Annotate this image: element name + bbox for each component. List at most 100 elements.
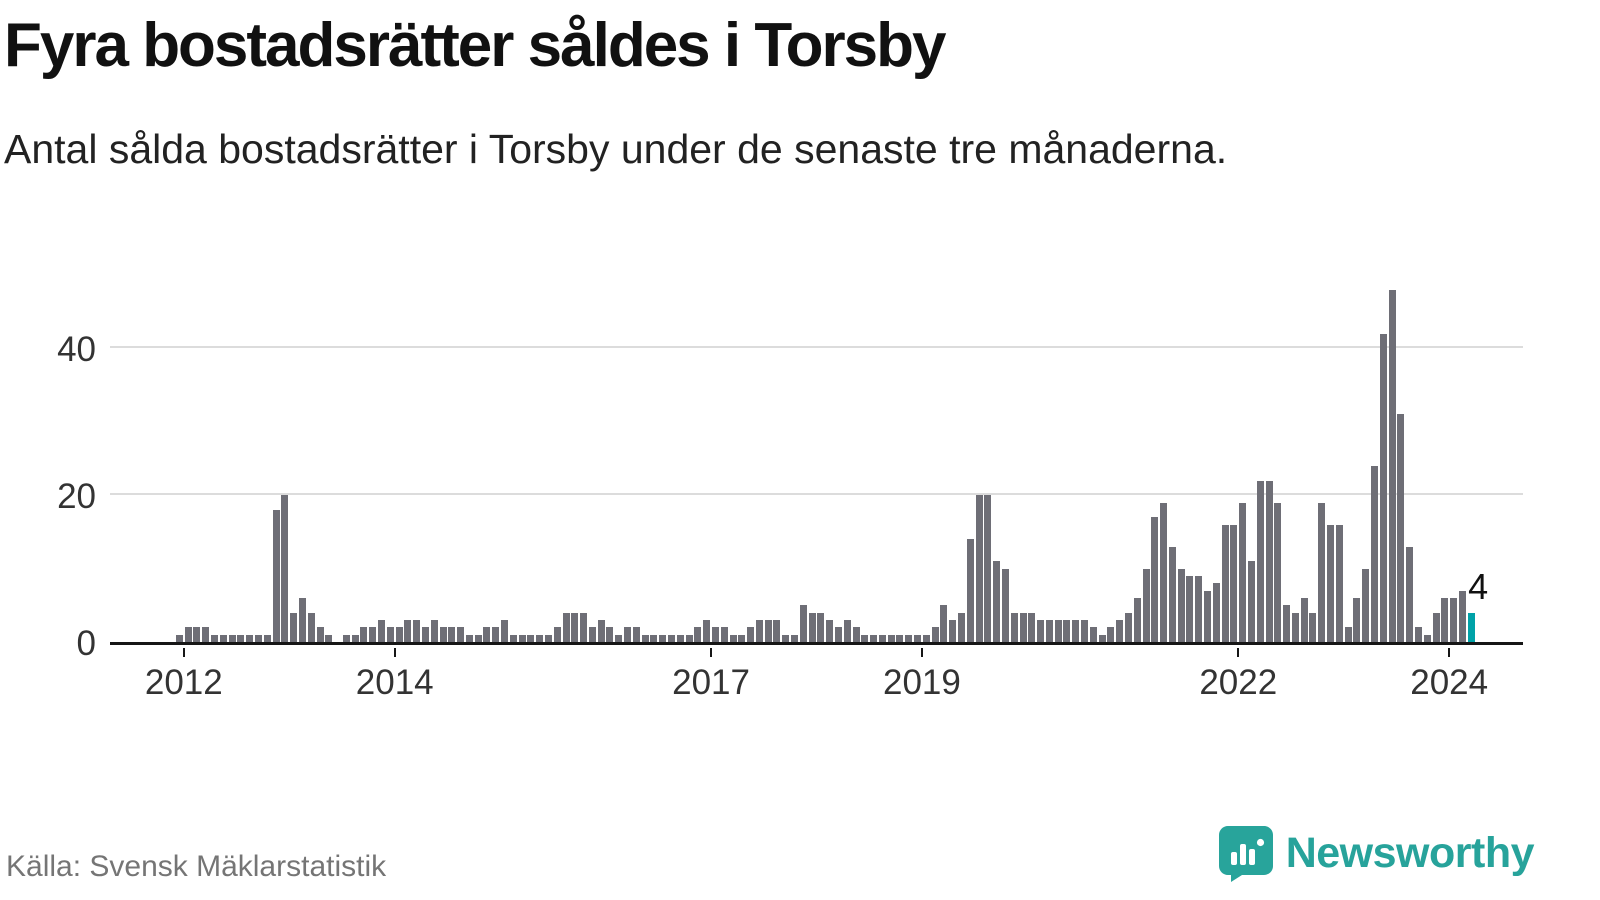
bar	[1151, 517, 1159, 642]
x-axis-tick-label: 2014	[355, 663, 434, 702]
bar	[421, 627, 429, 642]
bar	[1458, 590, 1466, 642]
bar	[1274, 502, 1282, 642]
newsworthy-logo-icon	[1218, 826, 1273, 882]
bar	[1344, 627, 1352, 642]
bar	[940, 605, 948, 642]
bar	[1124, 612, 1132, 642]
x-axis-tick-mark	[182, 648, 185, 657]
bar	[439, 627, 447, 642]
bar	[1379, 333, 1387, 642]
bar	[527, 634, 535, 642]
bar	[211, 634, 219, 642]
bar	[263, 634, 271, 642]
bar	[501, 619, 509, 642]
bar	[1450, 597, 1458, 642]
bar	[316, 627, 324, 642]
bar	[641, 634, 649, 642]
bar	[457, 627, 465, 642]
x-axis-tick-label: 2024	[1410, 663, 1489, 702]
bar	[966, 539, 974, 642]
bar	[1370, 465, 1378, 642]
bar	[949, 619, 957, 642]
bar	[852, 627, 860, 642]
highlight-bar	[1467, 612, 1475, 642]
bar	[509, 634, 517, 642]
bar	[1010, 612, 1018, 642]
bar	[492, 627, 500, 642]
bar	[298, 597, 306, 642]
bar	[1256, 480, 1264, 642]
bar	[386, 627, 394, 642]
bar	[562, 612, 570, 642]
bar	[580, 612, 588, 642]
brand-lockup: Newsworthy	[1218, 825, 1535, 882]
y-axis-tick-label: 40	[57, 330, 96, 370]
bar	[878, 634, 886, 642]
bar	[843, 619, 851, 642]
bar	[1309, 612, 1317, 642]
bar	[931, 627, 939, 642]
source-note: Källa: Svensk Mäklarstatistik	[6, 850, 387, 883]
bar	[993, 561, 1001, 642]
bar	[1133, 597, 1141, 642]
x-axis-tick-mark	[1237, 648, 1240, 657]
bar	[711, 627, 719, 642]
bar	[184, 627, 192, 642]
bar	[536, 634, 544, 642]
bar	[281, 495, 289, 642]
bar	[861, 634, 869, 642]
bar	[1089, 627, 1097, 642]
bar	[808, 612, 816, 642]
highlight-value-label: 4	[1468, 565, 1489, 607]
bar	[1142, 568, 1150, 642]
bar	[764, 619, 772, 642]
bar	[782, 634, 790, 642]
y-axis-tick-label: 20	[57, 477, 96, 517]
bar	[905, 634, 913, 642]
bar	[1195, 575, 1203, 642]
bar	[755, 619, 763, 642]
bar	[465, 634, 473, 642]
bar	[325, 634, 333, 642]
bar	[483, 627, 491, 642]
bar	[175, 634, 183, 642]
bar	[817, 612, 825, 642]
bar	[413, 619, 421, 642]
bar	[703, 619, 711, 642]
bar	[668, 634, 675, 642]
bar	[887, 634, 895, 642]
gridline	[110, 493, 1523, 496]
bar	[369, 627, 377, 642]
bar	[1081, 619, 1088, 642]
bar	[1098, 634, 1106, 642]
bar	[624, 627, 632, 642]
bar	[1265, 480, 1273, 642]
bar	[430, 619, 438, 642]
bar	[1186, 575, 1194, 642]
bar	[228, 634, 236, 642]
bar	[342, 634, 350, 642]
bar	[1291, 612, 1299, 642]
bar	[544, 634, 552, 642]
bar	[676, 634, 684, 642]
bar	[272, 509, 280, 642]
bar	[1072, 619, 1080, 642]
bar	[1388, 289, 1396, 642]
bar	[914, 634, 922, 642]
bar	[729, 634, 737, 642]
bar	[791, 634, 799, 642]
bar	[307, 612, 315, 642]
chart-title: Fyra bostadsrätter såldes i Torsby	[4, 11, 946, 80]
bar	[1406, 546, 1414, 642]
bar	[1397, 414, 1405, 642]
x-axis-tick-label: 2017	[672, 663, 750, 702]
bar	[1327, 524, 1335, 642]
bar	[1423, 634, 1431, 642]
bar	[870, 634, 878, 642]
bar	[632, 627, 640, 642]
bar	[1247, 561, 1255, 642]
bar	[1230, 524, 1238, 642]
bar	[1204, 590, 1212, 642]
